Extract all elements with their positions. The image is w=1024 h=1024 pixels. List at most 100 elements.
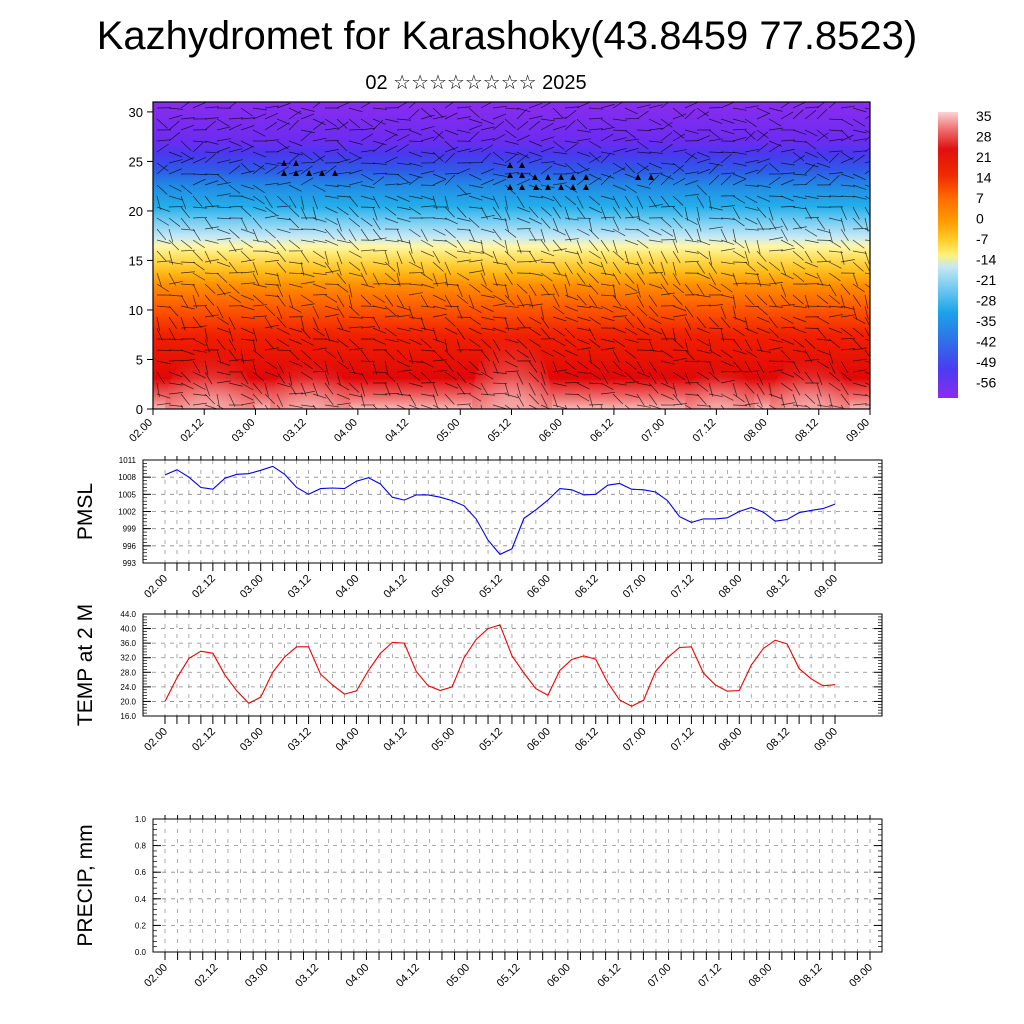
x-tick-label: 08.12 [764, 573, 792, 601]
wind-barb [312, 382, 319, 397]
wind-barb [408, 206, 421, 215]
wind-barb [636, 272, 646, 285]
wind-barb [852, 403, 867, 406]
wind-barb [684, 360, 699, 363]
wind-barb [840, 118, 854, 127]
y-tick-label: 0.0 [135, 948, 147, 957]
wind-barb [156, 393, 171, 399]
wind-barb [456, 116, 471, 120]
wind-barb [864, 294, 869, 309]
wind-barb [708, 349, 722, 358]
wind-barb [252, 113, 267, 120]
wind-barb [432, 327, 438, 342]
wind-barb [720, 272, 735, 277]
wind-barb [708, 217, 723, 220]
wind-barb [444, 371, 457, 381]
wind-barb [252, 217, 263, 229]
x-tick-label: 06.00 [525, 726, 553, 754]
wind-barb [648, 250, 655, 265]
wind-barb [372, 143, 385, 153]
wind-barb [372, 140, 387, 146]
wind-barb [480, 152, 492, 164]
wind-barb [192, 283, 200, 297]
wind-barb [408, 393, 417, 407]
wind-barb [468, 270, 483, 274]
wind-barb [276, 349, 292, 351]
wind-barb [492, 382, 507, 385]
wind-barb [528, 349, 536, 363]
wind-barb [768, 316, 778, 329]
wind-barb [864, 129, 870, 134]
wind-barb [540, 349, 554, 357]
wind-barb [840, 360, 849, 374]
wind-barb [408, 327, 423, 332]
wind-barb [696, 382, 709, 392]
wind-barb [864, 195, 870, 200]
wind-barb [840, 134, 854, 142]
wind-barb [708, 163, 720, 175]
wind-barb [516, 371, 524, 385]
wind-barb [432, 382, 439, 397]
wind-barb [252, 304, 267, 307]
wind-barb [708, 338, 712, 353]
wind-barb [564, 294, 579, 301]
wind-barb [228, 248, 243, 252]
wind-barb [528, 228, 537, 242]
wind-barb [624, 261, 639, 266]
wind-barb [312, 393, 327, 399]
wind-barb [648, 203, 663, 208]
wind-barb [600, 173, 615, 179]
wind-barb [444, 239, 458, 248]
wind-barb [588, 316, 601, 325]
wind-barb [708, 162, 723, 166]
wind-barb [732, 178, 746, 186]
wind-barb [168, 392, 183, 395]
wind-barb [708, 382, 714, 397]
wind-barb [492, 349, 500, 363]
wind-barb [492, 113, 507, 120]
x-tick-label: 03.12 [293, 962, 321, 990]
wind-barb [408, 239, 413, 254]
x-tick-label: 07.00 [639, 417, 667, 445]
wind-barb [504, 107, 519, 110]
wind-barb [228, 261, 238, 274]
wind-barb [600, 250, 608, 264]
wind-barb [492, 206, 502, 219]
wind-barb [228, 349, 238, 362]
y-tick-label: 999 [123, 525, 137, 534]
y-tick-label: 28.0 [120, 668, 136, 677]
wind-barb [576, 129, 591, 133]
wind-barb [732, 349, 747, 355]
wind-barb [816, 294, 829, 304]
wind-barb [276, 294, 286, 307]
wind-barb [192, 393, 207, 396]
wind-barb [516, 134, 530, 142]
colorbar-label: 28 [976, 129, 992, 145]
wind-barb [756, 239, 761, 254]
wind-pennant [583, 174, 589, 180]
wind-barb [528, 316, 542, 325]
wind-barb [708, 393, 723, 398]
wind-barb [504, 151, 519, 155]
wind-barb [348, 382, 360, 393]
wind-barb [552, 125, 567, 131]
wind-barb [732, 151, 747, 155]
wind-barb [612, 137, 627, 142]
wind-barb [552, 316, 567, 322]
x-tick-label: 06.00 [525, 573, 553, 601]
wind-barb [672, 357, 687, 362]
wind-barb [504, 272, 513, 286]
wind-barb [552, 182, 567, 186]
wind-barb [768, 127, 783, 131]
wind-barb [396, 327, 411, 332]
wind-barb [792, 404, 807, 407]
wind-barb [348, 239, 360, 251]
wind-barb [768, 226, 783, 230]
wind-barb [192, 338, 206, 346]
wind-barb [360, 349, 370, 362]
wind-barb [816, 250, 827, 262]
wind-barb [744, 294, 755, 306]
wind-barb [828, 314, 843, 318]
